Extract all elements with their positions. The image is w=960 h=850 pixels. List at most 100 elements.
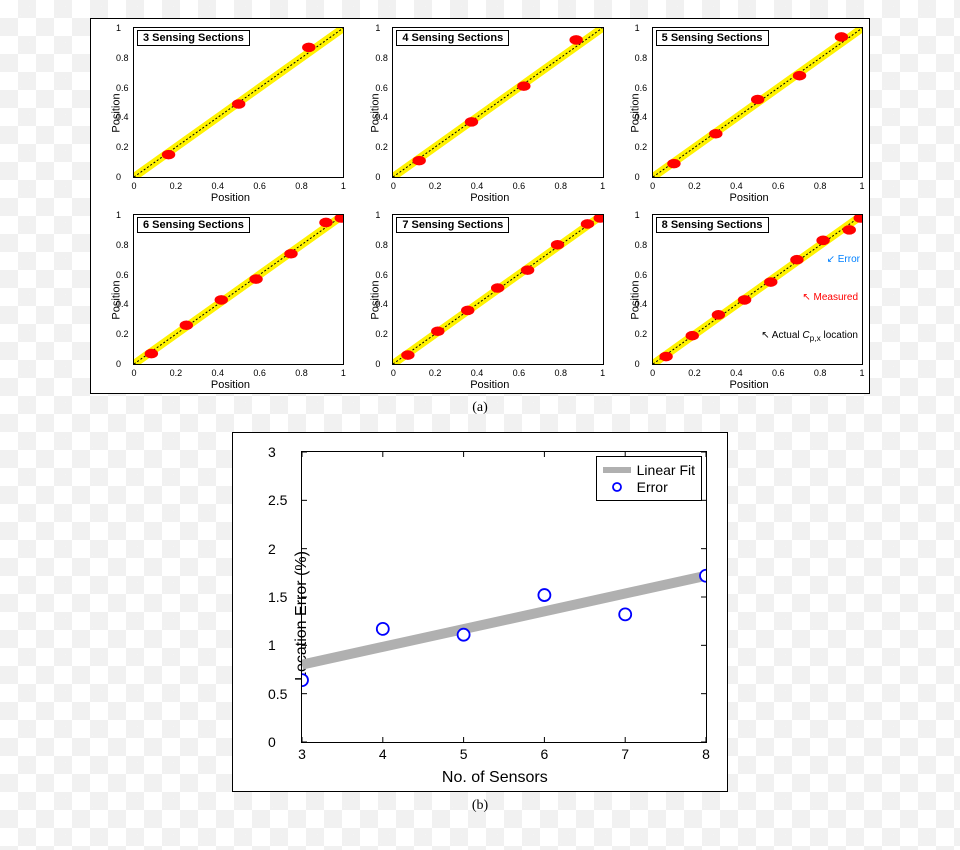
b-ytick: 3: [268, 444, 276, 460]
ytick: 1: [375, 23, 380, 33]
subplot-svg: [134, 28, 343, 177]
ytick: 0: [116, 172, 121, 182]
ytick: 0.6: [116, 83, 129, 93]
subplot-plot-area: 6 Sensing Sections00.20.40.60.8100.20.40…: [133, 214, 344, 365]
subplot-4: PositionPosition6 Sensing Sections00.20.…: [91, 206, 350, 393]
ytick: 0.8: [375, 53, 388, 63]
subplot-title: 7 Sensing Sections: [396, 217, 509, 233]
ytick: 1: [635, 210, 640, 220]
ytick: 0.4: [375, 112, 388, 122]
ytick: 0: [635, 359, 640, 369]
ytick: 0.6: [635, 270, 648, 280]
xtick: 0.4: [730, 181, 743, 191]
ytick: 0.2: [635, 142, 648, 152]
subplot-xlabel: Position: [470, 379, 509, 391]
subplot-grid: PositionPosition3 Sensing Sections00.20.…: [91, 19, 869, 393]
xtick: 0.4: [211, 181, 224, 191]
data-point: [302, 674, 308, 686]
b-ytick: 1.5: [268, 589, 287, 605]
annotation-measured: ↖ Measured: [802, 292, 858, 303]
ytick: 0.8: [375, 240, 388, 250]
data-point: [619, 608, 631, 620]
xtick: 0.8: [814, 181, 827, 191]
xtick: 0.2: [429, 368, 442, 378]
subplot-plot-area: 8 Sensing Sections00.20.40.60.8100.20.40…: [652, 214, 863, 365]
ytick: 0.2: [116, 329, 129, 339]
xtick: 0: [131, 181, 136, 191]
ytick: 0.6: [116, 270, 129, 280]
ytick: 0.8: [116, 240, 129, 250]
subplot-plot-area: 4 Sensing Sections00.20.40.60.8100.20.40…: [392, 27, 603, 178]
annotation-error: ↙ Error: [827, 254, 860, 265]
caption-a: (a): [472, 400, 488, 416]
xtick: 0.8: [295, 368, 308, 378]
subplot-svg: [134, 215, 343, 364]
xtick: 0: [650, 181, 655, 191]
b-xtick: 8: [702, 746, 710, 762]
b-ytick: 2.5: [268, 492, 287, 508]
ytick: 1: [116, 23, 121, 33]
xtick: 0.6: [772, 368, 785, 378]
subplot-title: 6 Sensing Sections: [137, 217, 250, 233]
xtick: 0: [391, 368, 396, 378]
xtick: 0.2: [170, 368, 183, 378]
b-ytick: 0: [268, 734, 276, 750]
subplot-title: 3 Sensing Sections: [137, 30, 250, 46]
ytick: 0.2: [635, 329, 648, 339]
subplot-plot-area: 3 Sensing Sections00.20.40.60.8100.20.40…: [133, 27, 344, 178]
ytick: 0.2: [375, 142, 388, 152]
ytick: 0: [116, 359, 121, 369]
annotation-actual: ↖ Actual Cp,x location: [761, 330, 858, 343]
legend-fit-swatch: [603, 467, 631, 473]
b-ytick: 1: [268, 637, 276, 653]
ytick: 0.2: [116, 142, 129, 152]
xtick: 0.4: [471, 181, 484, 191]
subplot-xlabel: Position: [211, 192, 250, 204]
xtick: 0.4: [211, 368, 224, 378]
ytick: 0.2: [375, 329, 388, 339]
xtick: 1: [859, 181, 864, 191]
xtick: 0: [650, 368, 655, 378]
xtick: 0.2: [688, 368, 701, 378]
xtick: 0.2: [170, 181, 183, 191]
xtick: 0.8: [555, 368, 568, 378]
subplot-title: 8 Sensing Sections: [656, 217, 769, 233]
legend-error-label: Error: [637, 479, 668, 495]
data-point: [700, 570, 706, 582]
subplot-xlabel: Position: [470, 192, 509, 204]
subplot-xlabel: Position: [730, 192, 769, 204]
xtick: 0.6: [513, 181, 526, 191]
b-xtick: 4: [379, 746, 387, 762]
subplot-3: PositionPosition5 Sensing Sections00.20.…: [610, 19, 869, 206]
legend-error-row: Error: [603, 479, 695, 495]
ytick: 0: [375, 172, 380, 182]
legend-fit-label: Linear Fit: [637, 462, 695, 478]
data-point: [377, 623, 389, 635]
xtick: 0.6: [253, 181, 266, 191]
subplot-1: PositionPosition3 Sensing Sections00.20.…: [91, 19, 350, 206]
subplot-plot-area: 5 Sensing Sections00.20.40.60.8100.20.40…: [652, 27, 863, 178]
b-xtick: 6: [540, 746, 548, 762]
subplot-svg: [653, 28, 862, 177]
ytick: 0.4: [116, 112, 129, 122]
b-xtick: 3: [298, 746, 306, 762]
xtick: 0: [391, 181, 396, 191]
panel-b-xlabel: No. of Sensors: [442, 769, 548, 787]
subplot-xlabel: Position: [730, 379, 769, 391]
xtick: 1: [600, 368, 605, 378]
xtick: 0.8: [814, 368, 827, 378]
legend-fit-row: Linear Fit: [603, 462, 695, 478]
xtick: 1: [341, 181, 346, 191]
panel-a-container: PositionPosition3 Sensing Sections00.20.…: [90, 18, 870, 394]
xtick: 0.6: [253, 368, 266, 378]
ytick: 1: [375, 210, 380, 220]
ytick: 0.6: [375, 270, 388, 280]
panel-b-plot-area: Linear Fit Error 34567800.511.522.53: [301, 451, 707, 743]
b-ytick: 0.5: [268, 686, 287, 702]
xtick: 0: [131, 368, 136, 378]
ytick: 0.6: [375, 83, 388, 93]
subplot-title: 5 Sensing Sections: [656, 30, 769, 46]
ytick: 0.8: [635, 240, 648, 250]
xtick: 0.8: [295, 181, 308, 191]
subplot-5: PositionPosition7 Sensing Sections00.20.…: [350, 206, 609, 393]
